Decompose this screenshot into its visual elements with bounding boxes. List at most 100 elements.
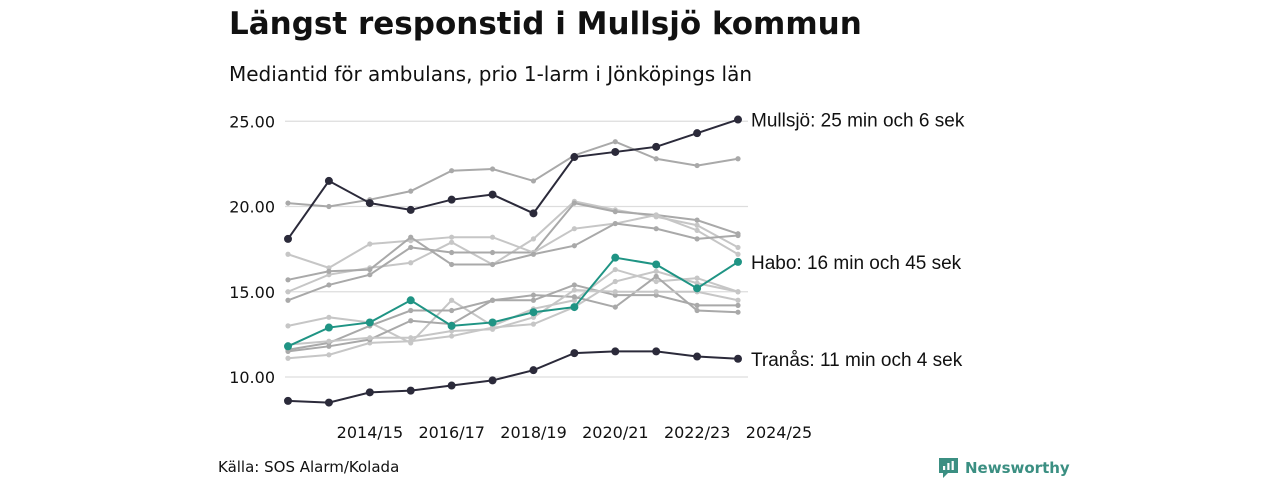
series-point-mullsjö xyxy=(284,234,292,243)
series-line-habo xyxy=(287,256,739,348)
series-point-background xyxy=(449,239,455,245)
series-point-background xyxy=(489,261,496,268)
series-point-background xyxy=(612,139,618,145)
series-point-background xyxy=(489,297,496,303)
series-point-mullsjö xyxy=(529,209,538,218)
series-line-background xyxy=(287,140,739,208)
series-point-background xyxy=(285,277,291,283)
series-point-tranås xyxy=(284,396,292,405)
series-point-background xyxy=(489,166,496,172)
series-point-habo xyxy=(406,296,415,305)
series-point-background xyxy=(735,297,741,303)
series-point-background xyxy=(653,273,659,280)
series-point-background xyxy=(612,278,618,285)
series-point-background xyxy=(408,234,414,240)
series-point-background xyxy=(530,178,537,184)
series-point-tranås xyxy=(406,386,415,395)
series-point-habo xyxy=(611,253,620,262)
source-note: Källa: SOS Alarm/Kolada xyxy=(218,458,400,476)
x-tick-label: 2024/25 xyxy=(746,423,812,442)
series-line-background xyxy=(287,289,739,346)
series-point-habo xyxy=(488,318,497,327)
series-point-background xyxy=(694,227,700,233)
brand-logo[interactable]: Newsworthy xyxy=(938,457,1070,479)
series-point-background xyxy=(571,243,577,249)
series-point-tranås xyxy=(611,347,620,356)
series-point-tranås xyxy=(529,366,538,375)
x-tick-label: 2022/23 xyxy=(664,423,730,442)
series-point-background xyxy=(449,249,455,256)
series-line-background xyxy=(287,222,739,281)
series-point-background xyxy=(612,304,618,310)
series-end-label: Habo: 16 min och 45 sek xyxy=(751,253,962,274)
series-point-background xyxy=(735,302,741,308)
series-point-background xyxy=(408,307,414,314)
series-point-background xyxy=(367,241,373,247)
series-point-background xyxy=(367,272,373,278)
series-point-background xyxy=(612,266,618,273)
series-point-background xyxy=(571,287,577,293)
series-line-background xyxy=(287,270,739,360)
series-point-habo xyxy=(324,323,333,332)
y-tick-label: 25.00 xyxy=(229,112,275,131)
series-point-background xyxy=(489,249,496,256)
series-point-tranås xyxy=(365,388,374,397)
series-point-background xyxy=(694,217,700,223)
series-point-mullsjö xyxy=(570,153,579,162)
series-line-background xyxy=(287,275,739,353)
series-point-background xyxy=(694,275,700,281)
series-line-background xyxy=(287,283,738,351)
x-tick-label: 2020/21 xyxy=(582,423,648,442)
brand-name: Newsworthy xyxy=(965,459,1070,477)
series-point-mullsjö xyxy=(447,195,456,204)
series-point-tranås xyxy=(447,381,456,390)
series-point-background xyxy=(285,289,291,295)
series-point-background xyxy=(408,335,414,341)
series-point-background xyxy=(530,314,537,320)
series-point-background xyxy=(449,333,455,339)
series-point-background xyxy=(408,244,414,251)
series-point-background xyxy=(530,236,537,242)
series-point-background xyxy=(735,289,741,295)
series-point-background xyxy=(326,282,332,288)
series-point-background xyxy=(653,226,659,232)
series-point-habo xyxy=(447,321,456,330)
series-point-background xyxy=(326,352,332,358)
chart-title: Längst responstid i Mullsjö kommun xyxy=(229,6,862,42)
series-point-background xyxy=(694,162,700,169)
series-point-habo xyxy=(693,284,702,293)
series-point-background xyxy=(285,297,291,303)
series-point-tranås xyxy=(488,376,497,385)
y-tick-label: 20.00 xyxy=(229,198,275,217)
series-point-background xyxy=(449,328,455,334)
chart-subtitle: Mediantid för ambulans, prio 1-larm i Jö… xyxy=(229,62,753,86)
y-axis-ticks: 10.00 15.00 20.00 25.00 xyxy=(229,112,275,387)
series-point-background xyxy=(735,309,741,315)
series-line-mullsjö xyxy=(287,118,739,240)
series-point-background xyxy=(653,212,659,218)
series-point-background xyxy=(449,261,455,268)
series-point-mullsjö xyxy=(365,199,374,208)
series-point-habo xyxy=(529,308,538,317)
series-point-tranås xyxy=(324,398,333,407)
series-point-tranås xyxy=(652,347,661,356)
series-point-background xyxy=(326,268,332,274)
series-point-background xyxy=(612,220,618,227)
series-point-background xyxy=(571,294,577,300)
series-point-background xyxy=(530,292,537,298)
series-point-background xyxy=(489,326,496,332)
series-point-background xyxy=(449,234,455,240)
series-point-background xyxy=(530,321,537,327)
series-point-background xyxy=(571,282,577,288)
series-point-background xyxy=(653,289,659,295)
series-point-mullsjö xyxy=(611,147,620,156)
series-point-background xyxy=(285,251,291,257)
series-point-tranås xyxy=(693,352,702,361)
series-point-background xyxy=(571,200,577,206)
series-point-background xyxy=(285,355,291,361)
series-point-background xyxy=(408,260,414,266)
series-point-background xyxy=(735,251,741,257)
series-point-habo xyxy=(734,257,742,266)
series-point-background xyxy=(285,200,291,206)
series-point-background xyxy=(326,314,332,320)
